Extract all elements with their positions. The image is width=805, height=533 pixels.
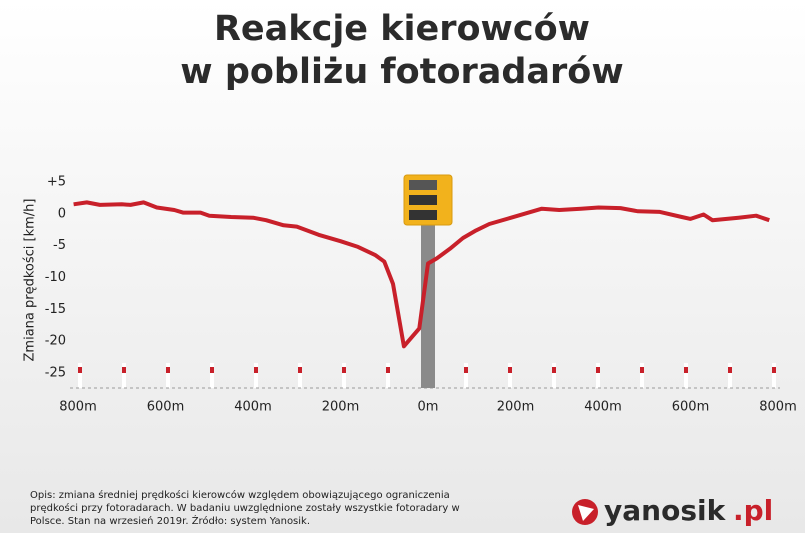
y-tick-label: +5 bbox=[47, 175, 66, 190]
post-stripe bbox=[596, 367, 600, 373]
post bbox=[386, 363, 390, 388]
post bbox=[78, 363, 82, 388]
post bbox=[122, 363, 126, 388]
post-stripe bbox=[772, 367, 776, 373]
post bbox=[684, 363, 688, 388]
road-posts bbox=[78, 363, 776, 388]
x-tick-label: 200m bbox=[497, 400, 534, 415]
y-tick-label: 0 bbox=[58, 206, 66, 221]
post-stripe bbox=[464, 367, 468, 373]
post-stripe bbox=[640, 367, 644, 373]
post bbox=[298, 363, 302, 388]
post-stripe bbox=[166, 367, 170, 373]
footnote: Opis: zmiana średniej prędkości kierowcó… bbox=[30, 489, 450, 501]
post-stripe bbox=[342, 367, 346, 373]
post bbox=[596, 363, 600, 388]
post bbox=[552, 363, 556, 388]
post bbox=[210, 363, 214, 388]
brand-name: yanosik bbox=[604, 494, 727, 527]
post-stripe bbox=[298, 367, 302, 373]
x-tick-label: 400m bbox=[234, 400, 271, 415]
post bbox=[166, 363, 170, 388]
x-tick-label: 800m bbox=[59, 400, 96, 415]
chart-title: w pobliżu fotoradarów bbox=[180, 52, 623, 92]
y-tick-label: -5 bbox=[53, 238, 66, 253]
post-stripe bbox=[552, 367, 556, 373]
data-line bbox=[73, 200, 770, 349]
x-tick-label: 400m bbox=[584, 400, 621, 415]
y-tick-label: -25 bbox=[45, 366, 66, 381]
y-tick-label: -20 bbox=[45, 334, 66, 349]
x-tick-label: 200m bbox=[322, 400, 359, 415]
post bbox=[772, 363, 776, 388]
post bbox=[254, 363, 258, 388]
x-tick-label: 600m bbox=[672, 400, 709, 415]
speed-camera bbox=[403, 174, 453, 226]
chart-title: Reakcje kierowców bbox=[214, 9, 590, 49]
x-tick-label: 0m bbox=[418, 400, 439, 415]
post-stripe bbox=[728, 367, 732, 373]
post-stripe bbox=[684, 367, 688, 373]
post bbox=[640, 363, 644, 388]
footnote: prędkości przy fotoradarach. W badaniu u… bbox=[30, 502, 460, 514]
y-tick-label: -15 bbox=[45, 302, 66, 317]
y-axis-label: Zmiana prędkości [km/h] bbox=[23, 199, 38, 362]
post bbox=[464, 363, 468, 388]
post-stripe bbox=[122, 367, 126, 373]
brand-suffix: .pl bbox=[733, 494, 773, 527]
post-stripe bbox=[508, 367, 512, 373]
logo: yanosik .pl bbox=[572, 494, 773, 527]
post bbox=[342, 363, 346, 388]
x-tick-label: 800m bbox=[759, 400, 796, 415]
y-tick-label: -10 bbox=[45, 270, 66, 285]
post-stripe bbox=[254, 367, 258, 373]
post-stripe bbox=[78, 367, 82, 373]
post bbox=[508, 363, 512, 388]
post-stripe bbox=[386, 367, 390, 373]
post bbox=[728, 363, 732, 388]
post-stripe bbox=[210, 367, 214, 373]
footnote: Polsce. Stan na wrzesień 2019r. Źródło: … bbox=[30, 514, 310, 527]
x-tick-label: 600m bbox=[147, 400, 184, 415]
